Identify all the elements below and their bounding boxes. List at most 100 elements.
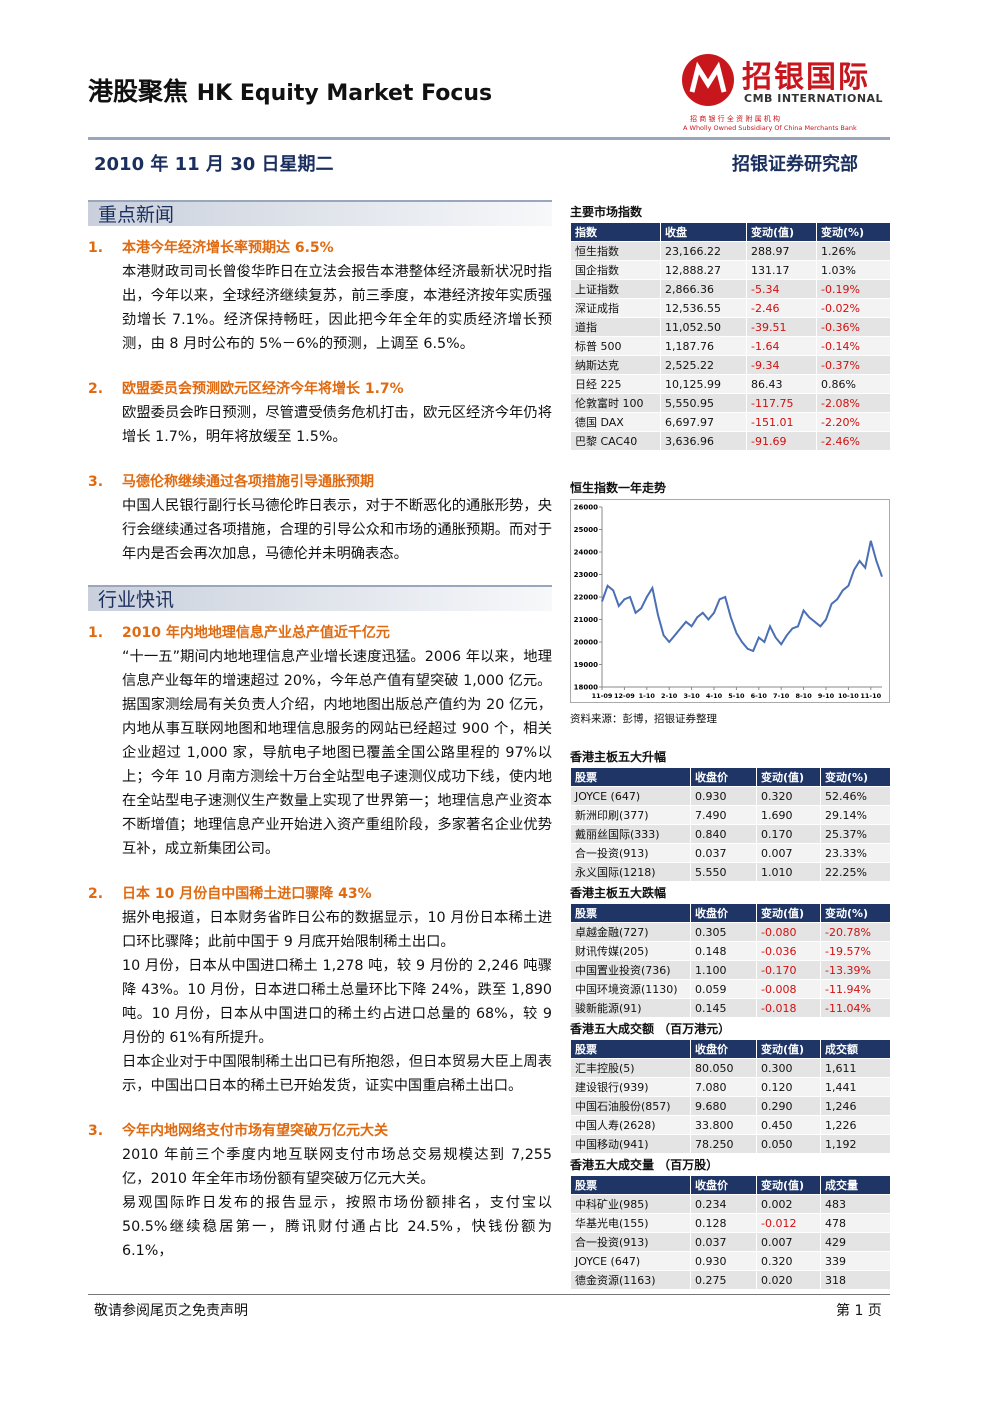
cell: -0.02% (816, 298, 891, 318)
y-tick-label: 21000 (574, 616, 598, 624)
cell: 0.234 (690, 1194, 757, 1214)
cell: -19.57% (820, 941, 891, 961)
y-tick-label: 24000 (574, 549, 598, 557)
chart-title: 恒生指数一年走势 (570, 481, 667, 495)
cell: 中国人寿(2628) (570, 1115, 691, 1135)
cell: 日经 225 (570, 374, 661, 394)
y-tick-label: 25000 (574, 526, 598, 534)
cell: 戴丽丝国际(333) (570, 824, 691, 844)
logo-en: CMB INTERNATIONAL (744, 92, 884, 105)
chart: 18000 19000 20000 21000 22000 23000 24000 25000… (570, 499, 890, 703)
cell: 建设银行(939) (570, 1077, 691, 1097)
y-tick-label: 20000 (574, 639, 598, 647)
cell: -0.19% (816, 279, 891, 299)
cell: 7.080 (690, 1077, 757, 1097)
row: 标普 500 1,187.76 -1.64 -0.14% (570, 336, 891, 356)
cell: 0.007 (756, 1232, 821, 1252)
cell: 新洲印刷(377) (570, 805, 691, 825)
row: 德国 DAX 6,697.97 -151.01 -2.20% (570, 412, 891, 432)
cell: 33.800 (690, 1115, 757, 1135)
row: 中国置业投资(736) 1.100 -0.170 -13.39% (570, 960, 891, 980)
row: 永义国际(1218) 5.550 1.010 22.25% (570, 862, 891, 882)
x-tick-label: 10-10 (838, 692, 859, 700)
paragraph: 易观国际昨日发布的报告显示，按照市场份额排名，支付宝以 50.5%继续稳居第一，… (122, 1195, 552, 1259)
disclaimer: 敬请参阅尾页之免责声明 (94, 1303, 248, 1319)
item-title-text: 2010 年内地地理信息产业总产值近千亿元 (122, 625, 390, 641)
paragraph: “十一五”期间内地地理信息产业增长速度迅猛。2006 年以来，地理信息产业每年的… (122, 649, 552, 689)
item-list: 1. 2010 年内地地理信息产业总产值近千亿元 “十一五”期间内地地理信息产业增长… (88, 621, 552, 1263)
cell: 0.170 (756, 824, 821, 844)
cell: -11.94% (820, 979, 891, 999)
cell: JOYCE (647) (570, 1251, 691, 1271)
paragraph: 2010 年前三个季度内地互联网支付市场总交易规模达到 7,255 亿，2010… (122, 1147, 552, 1187)
row: 道指 11,052.50 -39.51 -0.36% (570, 317, 891, 337)
cell: 1,611 (820, 1058, 891, 1078)
header-row: 股票 收盘价 变动(值) 变动(%) (570, 767, 891, 787)
cell: -0.012 (756, 1213, 821, 1233)
cell: 52.46% (820, 786, 891, 806)
table-title: 香港主板五大跌幅 (570, 886, 667, 900)
cell: 0.930 (690, 1251, 757, 1271)
cell: -1.64 (746, 336, 817, 356)
news-item: 3. 马德伦称继续通过各项措施引导通胀预期 中国人民银行副行长马德伦昨日表示，对于不… (88, 470, 552, 566)
row: 伦敦富时 100 5,550.95 -117.75 -2.08% (570, 393, 891, 413)
data-table: 股票 收盘价 变动(值) 成交量 中科矿业(985) 0.234 0.002 483 华基光电(… (570, 1175, 891, 1290)
cell: 汇丰控股(5) (570, 1058, 691, 1078)
cell: 483 (820, 1194, 891, 1214)
cell: -13.39% (820, 960, 891, 980)
row: 纳斯达克 2,525.22 -9.34 -0.37% (570, 355, 891, 375)
header-cell: 指数 (570, 222, 661, 242)
cell: 纳斯达克 (570, 355, 661, 375)
cell: 1,192 (820, 1134, 891, 1154)
paragraph: 欧盟委员会昨日预测，尽管遭受债务危机打击，欧元区经济今年仍将增长 1.7%，明年… (122, 405, 552, 445)
header-row: 股票 收盘价 变动(值) 变动(%) (570, 903, 891, 923)
cell: 5,550.95 (660, 393, 747, 413)
cell: 1,226 (820, 1115, 891, 1135)
cell: 29.14% (820, 805, 891, 825)
header-cell: 变动(%) (816, 222, 891, 242)
x-tick-label: 11-10 (860, 692, 881, 700)
table-title: 香港五大成交额 （百万港元） (570, 1022, 731, 1036)
cell: -0.36% (816, 317, 891, 337)
source: 资料来源：彭博，招银证券整理 (570, 713, 717, 725)
news-item: 1. 2010 年内地地理信息产业总产值近千亿元 “十一五”期间内地地理信息产业增长… (88, 621, 552, 861)
item-title: 2. 欧盟委员会预测欧元区经济今年将增长 1.7% (88, 377, 552, 401)
cell: 23.33% (820, 843, 891, 863)
logo-tagline-cn: 招 商 银 行 全 资 附 属 机 构 (690, 115, 781, 123)
logo-tagline-en: A Wholly Owned Subsidiary Of China Merch… (683, 124, 857, 132)
cell: -0.008 (756, 979, 821, 999)
item-title-text: 本港今年经济增长率预期达 6.5% (122, 240, 334, 256)
header-cell: 收盘价 (690, 767, 757, 787)
cell: 12,888.27 (660, 260, 747, 280)
header-rule (88, 137, 890, 140)
cell: -5.34 (746, 279, 817, 299)
y-tick-label: 22000 (574, 594, 598, 602)
cell: 339 (820, 1251, 891, 1271)
item-number: 3. (88, 474, 104, 490)
cell: 中国环境资源(1130) (570, 979, 691, 999)
row: 中国人寿(2628) 33.800 0.450 1,226 (570, 1115, 891, 1135)
cell: 478 (820, 1213, 891, 1233)
item-number: 2. (88, 381, 104, 397)
cell: 1,187.76 (660, 336, 747, 356)
cell: 78.250 (690, 1134, 757, 1154)
row: 汇丰控股(5) 80.050 0.300 1,611 (570, 1058, 891, 1078)
paragraph: 本港财政司司长曾俊华昨日在立法会报告本港整体经济最新状况时指出，今年以来，全球经… (122, 264, 552, 352)
cell: -11.04% (820, 998, 891, 1018)
x-tick-label: 2-10 (661, 692, 678, 700)
cell: 22.25% (820, 862, 891, 882)
cell: 0.320 (756, 1251, 821, 1271)
data-table: 指数 收盘 变动(值) 变动(%) 恒生指数 23,166.22 288.97 1.26% 国企… (570, 222, 891, 451)
logo-name: 招银国际 (742, 60, 870, 95)
y-tick-label: 26000 (574, 504, 598, 512)
cell: -9.34 (746, 355, 817, 375)
cell: -0.14% (816, 336, 891, 356)
cell: 财讯传媒(205) (570, 941, 691, 961)
cell: 6,697.97 (660, 412, 747, 432)
cell: 2,866.36 (660, 279, 747, 299)
cell: 0.020 (756, 1270, 821, 1290)
x-tick-label: 12-09 (614, 692, 635, 700)
item-title: 1. 本港今年经济增长率预期达 6.5% (88, 236, 552, 260)
table-title: 香港主板五大升幅 (570, 750, 667, 764)
item-number: 1. (88, 240, 104, 256)
